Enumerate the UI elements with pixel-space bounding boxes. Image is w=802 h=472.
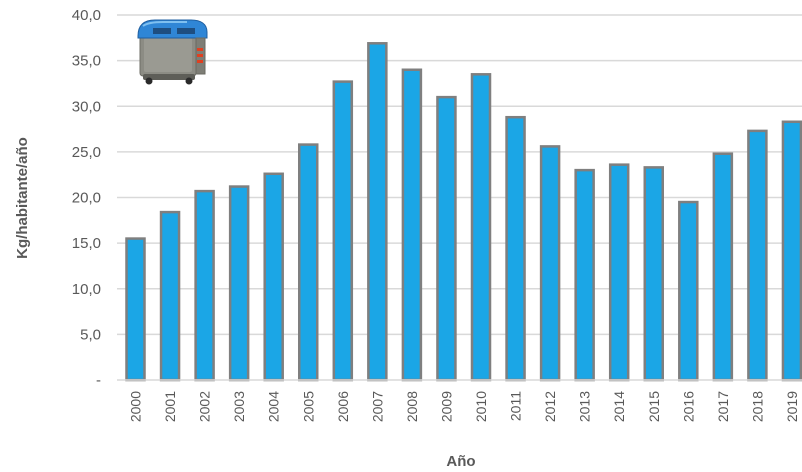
x-tick-label: 2016 [680,391,696,422]
y-tick-label: 10,0 [72,281,101,298]
bar-2011 [505,115,526,382]
x-tick-label: 2002 [197,391,213,422]
x-tick-label: 2001 [162,391,178,422]
x-tick-label: 2006 [335,391,351,422]
bars [125,42,802,382]
bar-2018 [747,129,768,382]
bar-2007 [367,42,388,382]
x-tick-label: 2003 [231,391,247,422]
y-tick-label: 30,0 [72,98,101,115]
bar-2016 [678,200,699,382]
y-tick-label: 15,0 [72,235,101,252]
gridlines [117,14,802,336]
x-axis-title: Año [446,453,475,470]
bar-2004 [263,172,284,382]
bar-2014 [608,163,630,382]
bar-2019 [781,120,802,382]
x-tick-label: 2007 [369,391,385,422]
x-tick-label: 2015 [646,391,662,422]
x-tick-label: 2011 [508,391,524,421]
bar-2013 [574,168,595,382]
y-tick-label: 40,0 [72,7,101,24]
x-tick-label: 2009 [438,391,454,422]
x-tick-label: 2017 [715,391,731,422]
x-tick-label: 2008 [404,391,420,422]
bar-2008 [401,68,423,382]
y-tick-label: - [96,372,101,389]
bar-2015 [643,166,664,382]
x-tick-label: 2018 [749,391,765,422]
x-tick-label: 2012 [542,391,558,422]
bar-2006 [332,80,354,382]
x-tick-label: 2014 [611,391,627,422]
y-tick-label: 25,0 [72,144,101,161]
y-tick-label: 35,0 [72,53,101,70]
bar-2003 [228,185,250,382]
bar-2012 [539,145,561,382]
bar-2002 [194,189,215,382]
bar-2001 [159,210,181,382]
x-tick-label: 2005 [300,391,316,422]
x-axis-ticks: 2000 2001 2002 2003 2004 2005 2006 2007 2008 2009… [128,391,800,422]
x-tick-label: 2013 [577,391,593,422]
bar-2010 [470,73,492,382]
x-tick-label: 2010 [473,391,489,422]
x-tick-label: 2019 [784,391,800,422]
x-tick-label: 2000 [128,391,144,422]
y-tick-label: 5,0 [80,326,101,343]
waste-container-icon [137,19,208,85]
y-tick-label: 20,0 [72,190,101,207]
bar-2005 [298,143,319,382]
y-axis-ticks: - 5,0 10,0 15,0 20,0 25,0 30,0 35,0 40,0 [72,7,101,389]
y-axis-title: Kg/habitante/año [14,137,31,259]
x-tick-label: 2004 [266,391,282,422]
bar-2009 [436,95,457,382]
bar-2017 [712,152,734,382]
bar-2000 [125,237,146,382]
